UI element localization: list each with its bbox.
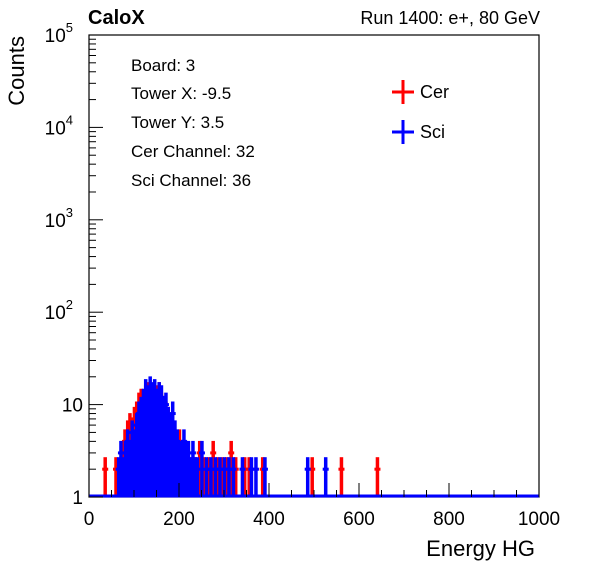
x-tick-label-1: 200: [163, 509, 195, 530]
legend-label-cer: Cer: [420, 82, 449, 102]
y-axis-title: Counts: [4, 36, 29, 106]
y-tick-label-0: 1: [72, 488, 83, 509]
sci-bin-47: [261, 457, 268, 497]
cer-bin-0: [102, 457, 109, 497]
cer-bin-48: [374, 457, 381, 497]
experiment-label: CaloX: [88, 7, 145, 29]
x-tick-label-3: 600: [343, 509, 375, 530]
x-axis-title: Energy HG: [426, 536, 535, 561]
legend-marker-cer: [392, 80, 414, 104]
y-tick-label-1: 10: [62, 396, 83, 417]
sci-bin-44: [239, 457, 246, 497]
sci-bin-48: [304, 457, 311, 497]
info-cer-channel: Cer Channel: 32: [131, 142, 255, 161]
sci-bin-46: [252, 457, 259, 497]
x-tick-label-2: 400: [253, 509, 285, 530]
info-board: Board: 3: [131, 56, 195, 75]
run-label: Run 1400: e+, 80 GeV: [360, 8, 540, 28]
sci-bin-43: [230, 457, 237, 497]
legend-marker-sci: [392, 120, 414, 144]
legend-label-sci: Sci: [420, 122, 445, 142]
info-tower-x: Tower X: -9.5: [131, 84, 231, 103]
sci-bin-24: [169, 401, 176, 497]
x-tick-label-4: 800: [433, 509, 465, 530]
info-tower-y: Tower Y: 3.5: [131, 113, 224, 132]
sci-bin-21: [162, 392, 169, 497]
legend: Cer Sci: [392, 80, 449, 144]
x-tick-label-5: 1000: [518, 509, 560, 530]
x-tick-label-0: 0: [84, 509, 95, 530]
sci-bin-36: [198, 440, 205, 497]
sci-bin-49: [322, 457, 329, 497]
data-marks: [89, 376, 539, 498]
cer-bin-47: [338, 457, 345, 497]
sci-bin-35: [194, 457, 201, 497]
info-sci-channel: Sci Channel: 36: [131, 171, 251, 190]
info-box: Board: 3 Tower X: -9.5 Tower Y: 3.5 Cer …: [123, 48, 359, 194]
